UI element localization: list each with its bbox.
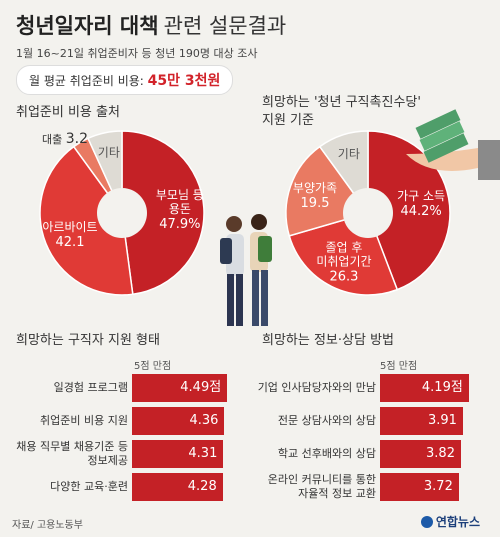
allowance-donut-hole bbox=[343, 188, 393, 238]
job-support-category-line: 정보제공 bbox=[87, 454, 128, 467]
section-title-info-method: 희망하는 정보·상담 방법 bbox=[262, 333, 394, 348]
job-support-bar-3 bbox=[132, 440, 224, 468]
source-note: 자료/ 고용노동부 bbox=[12, 520, 83, 531]
info-method-bar-value-1: 4.19점 bbox=[421, 380, 463, 395]
logo-text: 연합뉴스 bbox=[435, 515, 480, 529]
info-method-category-1: 기업 인사담당자와의 만남 bbox=[226, 372, 376, 404]
job-support-category-line: 다양한 교육·훈련 bbox=[50, 480, 128, 493]
info-method-category-line: 자율적 정보 교환 bbox=[298, 487, 376, 500]
job-support-category-4: 다양한 교육·훈련 bbox=[0, 471, 128, 503]
cost-value: 45만 3천원 bbox=[147, 73, 221, 89]
section-title-job-support: 희망하는 구직자 지원 형태 bbox=[16, 333, 160, 348]
globe-icon bbox=[420, 515, 433, 528]
cost-label: 월 평균 취업준비 비용: bbox=[29, 74, 148, 88]
job-support-bar-4 bbox=[132, 473, 223, 501]
allowance-slice-value-1: 44.2% bbox=[400, 204, 441, 219]
money-bundle-icon bbox=[415, 109, 461, 139]
info-method-category-line: 학교 선후배와의 상담 bbox=[277, 447, 376, 460]
info-method-category-line: 기업 인사담당자와의 만남 bbox=[257, 381, 376, 394]
survey-note: 1월 16~21일 취업준비자 등 청년 190명 대상 조사 bbox=[16, 47, 258, 60]
info-method-category-line: 전문 상담사와의 상담 bbox=[277, 414, 376, 427]
allowance-slice-1 bbox=[367, 130, 451, 291]
job-support-bar-value-2: 4.36 bbox=[189, 413, 219, 428]
unit-note-left: 5점 만점 bbox=[134, 361, 172, 372]
allowance-slice-value-3: 19.5 bbox=[301, 196, 330, 211]
student-leg bbox=[252, 270, 259, 326]
info-method-category-line: 온라인 커뮤니티를 통한 bbox=[267, 473, 376, 486]
student-leg bbox=[227, 274, 234, 326]
publisher-logo: 연합뉴스 bbox=[420, 513, 480, 530]
unit-note-right: 5점 만점 bbox=[380, 361, 418, 372]
section-title-allowance-2: 지원 기준 bbox=[262, 113, 314, 128]
info-method-bar-2 bbox=[380, 407, 463, 435]
cost-source-slice-label-1: 부모님 등 bbox=[156, 188, 204, 202]
info-method-category-3: 학교 선후배와의 상담 bbox=[226, 438, 376, 470]
allowance-slice-label-2: 졸업 후 bbox=[325, 240, 362, 254]
money-bundle-icon bbox=[423, 133, 469, 163]
page-title: 청년일자리 대책 관련 설문결과 bbox=[16, 10, 286, 40]
cost-source-slice-value-1: 47.9% bbox=[159, 217, 200, 232]
allowance-slice-value-2: 26.3 bbox=[329, 269, 358, 284]
section-title-cost-source: 취업준비 비용 출처 bbox=[16, 105, 120, 120]
info-method-bar-4 bbox=[380, 473, 459, 501]
cost-source-slice-2 bbox=[39, 145, 134, 296]
students-illustration bbox=[220, 214, 272, 326]
info-method-bar-value-3: 3.82 bbox=[426, 446, 455, 461]
cost-source-slice-value-2: 42.1 bbox=[56, 235, 85, 250]
info-method-bar-value-4: 3.72 bbox=[423, 479, 453, 494]
job-support-bar-value-3: 4.31 bbox=[188, 446, 218, 461]
title-sub: 관련 설문결과 bbox=[163, 14, 287, 38]
job-support-category-3: 채용 직무별 채용기준 등 정보제공 bbox=[0, 438, 128, 470]
backpack-icon bbox=[258, 236, 272, 262]
backpack-icon bbox=[220, 238, 232, 264]
pie-label-loan-value: 3.2 bbox=[65, 131, 89, 147]
section-title-allowance-1: 희망하는 '청년 구직촉진수당' bbox=[262, 95, 421, 110]
info-method-bar-3 bbox=[380, 440, 461, 468]
info-method-category-4: 온라인 커뮤니티를 통한 자율적 정보 교환 bbox=[226, 471, 376, 503]
job-support-bar-2 bbox=[132, 407, 225, 435]
cost-source-slice-label-4: 기타 bbox=[98, 145, 120, 159]
pie-label-loan-name: 대출 bbox=[42, 133, 63, 146]
student-leg bbox=[261, 270, 268, 326]
hand-icon bbox=[406, 148, 478, 171]
student-head bbox=[251, 214, 267, 230]
job-support-bar-value-1: 4.49점 bbox=[180, 380, 222, 395]
sleeve-shape bbox=[478, 140, 500, 180]
job-support-category-line: 일경험 프로그램 bbox=[53, 381, 128, 394]
cost-source-donut-hole bbox=[97, 188, 147, 238]
cost-source-slice-label-1-line2: 용돈 bbox=[169, 202, 191, 216]
student-head bbox=[226, 216, 242, 232]
info-method-bar-1 bbox=[380, 374, 469, 402]
job-support-category-1: 일경험 프로그램 bbox=[0, 372, 128, 404]
title-main: 청년일자리 대책 bbox=[16, 14, 159, 38]
job-support-bar-1 bbox=[132, 374, 228, 402]
info-method-category-2: 전문 상담사와의 상담 bbox=[226, 405, 376, 437]
allowance-slice-label-2-line2: 미취업기간 bbox=[316, 254, 371, 268]
cost-source-slice-label-2: 아르바이트 bbox=[42, 220, 97, 234]
job-support-bar-value-4: 4.28 bbox=[187, 479, 217, 494]
pie-label-loan: 대출 3.2 bbox=[42, 131, 88, 147]
info-method-bar-value-2: 3.91 bbox=[427, 413, 457, 428]
allowance-slice-label-4: 기타 bbox=[338, 147, 360, 161]
cost-source-slice-1 bbox=[121, 130, 205, 296]
job-support-category-line: 취업준비 비용 지원 bbox=[40, 414, 128, 427]
allowance-slice-label-1: 가구 소득 bbox=[397, 189, 445, 203]
job-support-category-line: 채용 직무별 채용기준 등 bbox=[16, 440, 128, 453]
student-leg bbox=[236, 274, 243, 326]
money-hand-illustration bbox=[406, 109, 500, 180]
allowance-slice-label-3: 부양가족 bbox=[293, 181, 337, 195]
job-support-category-2: 취업준비 비용 지원 bbox=[0, 405, 128, 437]
monthly-cost-box: 월 평균 취업준비 비용: 45만 3천원 bbox=[16, 65, 234, 95]
money-bundle-icon bbox=[419, 121, 465, 151]
